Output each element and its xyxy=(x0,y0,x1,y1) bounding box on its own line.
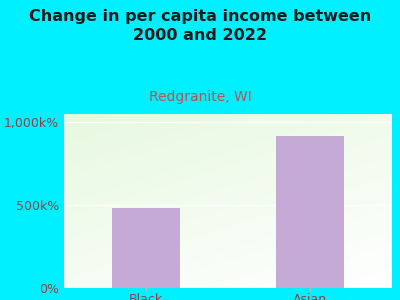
Bar xyxy=(276,136,344,288)
Text: Redgranite, WI: Redgranite, WI xyxy=(149,90,251,104)
Text: Change in per capita income between
2000 and 2022: Change in per capita income between 2000… xyxy=(29,9,371,43)
Bar xyxy=(112,208,180,288)
